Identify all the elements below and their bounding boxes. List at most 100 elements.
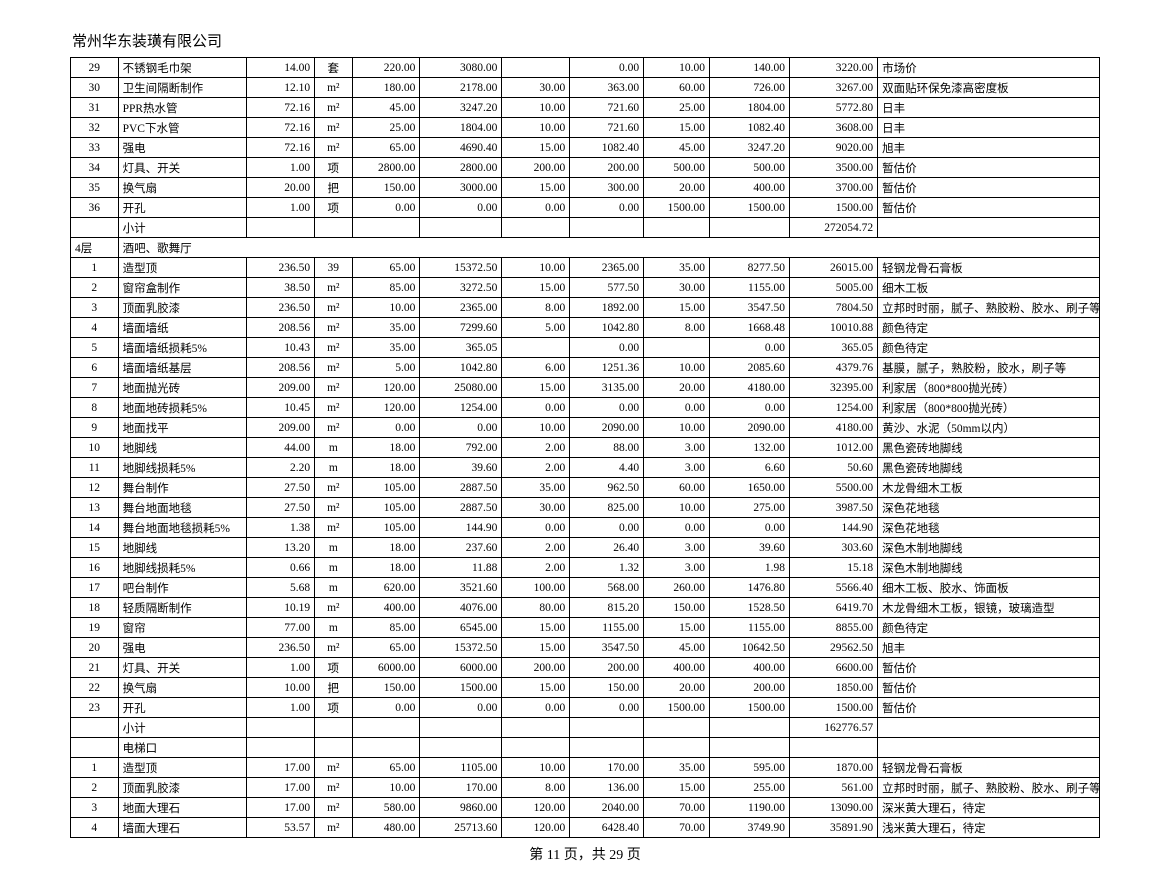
cell: m² (315, 318, 352, 338)
cell: 180.00 (352, 78, 420, 98)
cell: 10.43 (247, 338, 315, 358)
cell: 墙面墙纸 (118, 318, 247, 338)
cell: 0.66 (247, 558, 315, 578)
cell: m² (315, 478, 352, 498)
cell: 580.00 (352, 798, 420, 818)
section-cell: 4层 (71, 238, 119, 258)
cell: 120.00 (352, 378, 420, 398)
cell: 1 (71, 758, 119, 778)
cell (247, 718, 315, 738)
cell: m (315, 438, 352, 458)
cell: 颜色待定 (878, 618, 1100, 638)
cell: 8.00 (502, 778, 570, 798)
cell: 260.00 (644, 578, 710, 598)
cell: 2.00 (502, 458, 570, 478)
cell: 17 (71, 578, 119, 598)
table-row: 23开孔1.00项0.000.000.000.001500.001500.001… (71, 698, 1100, 718)
cell (570, 218, 644, 238)
cell: 0.00 (570, 338, 644, 358)
cell (502, 218, 570, 238)
cell: 35.00 (352, 338, 420, 358)
cell: 立邦时时丽，腻子、熟胶粉、胶水、刷子等 (878, 298, 1100, 318)
cell: 8.00 (644, 318, 710, 338)
cell: m (315, 538, 352, 558)
cell: 1082.40 (710, 118, 790, 138)
cell (878, 718, 1100, 738)
cell: 13.20 (247, 538, 315, 558)
cell: 144.90 (790, 518, 878, 538)
cell: 暂估价 (878, 198, 1100, 218)
cell: 10.00 (502, 98, 570, 118)
cell: 561.00 (790, 778, 878, 798)
cell: 18.00 (352, 438, 420, 458)
cell: 162776.57 (790, 718, 878, 738)
cell: 8 (71, 398, 119, 418)
table-row: 15地脚线13.20m18.00237.602.0026.403.0039.60… (71, 538, 1100, 558)
cell: 1892.00 (570, 298, 644, 318)
cell: 27.50 (247, 498, 315, 518)
cell: 1155.00 (710, 278, 790, 298)
cell: 舞台地面地毯损耗5% (118, 518, 247, 538)
cell: 2090.00 (570, 418, 644, 438)
cell: 15.00 (502, 278, 570, 298)
cell: m² (315, 278, 352, 298)
page-footer: 第 11 页，共 29 页 (70, 844, 1100, 864)
cell: 2090.00 (710, 418, 790, 438)
cell: 1.00 (247, 658, 315, 678)
cell (71, 738, 119, 758)
cell (644, 718, 710, 738)
cell: 地脚线 (118, 538, 247, 558)
cell: 34 (71, 158, 119, 178)
cell: 墙面大理石 (118, 818, 247, 838)
cell: 88.00 (570, 438, 644, 458)
cell: 45.00 (644, 638, 710, 658)
cell: 深色木制地脚线 (878, 558, 1100, 578)
cell: 2800.00 (352, 158, 420, 178)
cell: 0.00 (570, 398, 644, 418)
cell: 35.00 (502, 478, 570, 498)
cell: 墙面墙纸基层 (118, 358, 247, 378)
cell: 强电 (118, 138, 247, 158)
cell: 5.00 (352, 358, 420, 378)
cell: 黑色瓷砖地脚线 (878, 438, 1100, 458)
cell: 144.90 (420, 518, 502, 538)
cell (420, 218, 502, 238)
table-row: 2顶面乳胶漆17.00m²10.00170.008.00136.0015.002… (71, 778, 1100, 798)
cell: 31 (71, 98, 119, 118)
cell: 272054.72 (790, 218, 878, 238)
cell: 200.00 (710, 678, 790, 698)
cell (315, 218, 352, 238)
cell: 11 (71, 458, 119, 478)
cell (570, 738, 644, 758)
cell: m² (315, 338, 352, 358)
table-row: 18轻质隔断制作10.19m²400.004076.0080.00815.201… (71, 598, 1100, 618)
cell: m (315, 578, 352, 598)
cell: 0.00 (420, 698, 502, 718)
cell: 10.19 (247, 598, 315, 618)
cell: 27.50 (247, 478, 315, 498)
cell: 立邦时时丽，腻子、熟胶粉、胶水、刷子等 (878, 778, 1100, 798)
cell: 480.00 (352, 818, 420, 838)
table-row: 1造型顶17.00m²65.001105.0010.00170.0035.005… (71, 758, 1100, 778)
cell: 2.00 (502, 558, 570, 578)
cell: 15372.50 (420, 638, 502, 658)
cell: 0.00 (570, 58, 644, 78)
cell: 726.00 (710, 78, 790, 98)
cell: 8277.50 (710, 258, 790, 278)
cell: 132.00 (710, 438, 790, 458)
cell: 200.00 (502, 658, 570, 678)
cell: 15 (71, 538, 119, 558)
cell: 35.00 (644, 758, 710, 778)
cell (644, 738, 710, 758)
cell: 旭丰 (878, 138, 1100, 158)
cell: 19 (71, 618, 119, 638)
cell (420, 718, 502, 738)
cell: 300.00 (570, 178, 644, 198)
cell: 20.00 (644, 678, 710, 698)
table-row: 36开孔1.00项0.000.000.000.001500.001500.001… (71, 198, 1100, 218)
cell: 换气扇 (118, 678, 247, 698)
cell: 旭丰 (878, 638, 1100, 658)
cell: 9860.00 (420, 798, 502, 818)
cell: 2.20 (247, 458, 315, 478)
cell: 13 (71, 498, 119, 518)
